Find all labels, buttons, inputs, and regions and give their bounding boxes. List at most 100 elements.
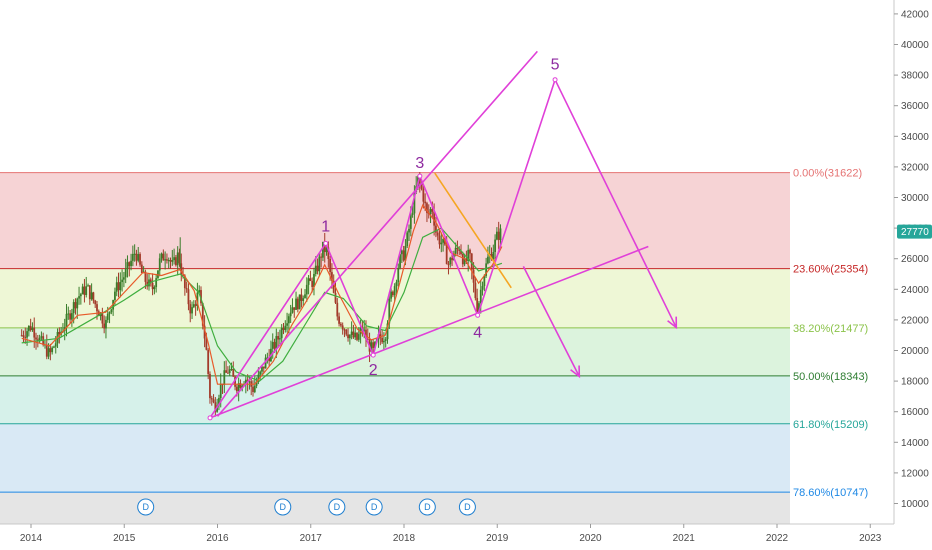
candle-body <box>271 341 274 349</box>
candle-body <box>115 282 118 292</box>
candle-body <box>33 327 36 338</box>
time-tick-label: 2015 <box>113 533 136 544</box>
candle-body <box>469 249 471 254</box>
candle-body <box>257 374 260 382</box>
candle-body <box>176 252 179 266</box>
dividend-marker-1[interactable] <box>274 498 292 516</box>
bear-arrow-line[interactable] <box>522 265 581 377</box>
candle-body <box>200 290 202 304</box>
dividend-marker-5[interactable] <box>458 498 476 516</box>
candle-body <box>241 385 244 388</box>
candle-body <box>164 259 167 261</box>
fib-band-2 <box>0 327 790 376</box>
candle-body <box>124 268 127 278</box>
candle-body <box>379 334 382 338</box>
wave-point-0 <box>207 415 213 421</box>
candle-body <box>329 258 332 273</box>
fib-label-3: 50.00%(18343) <box>793 371 868 383</box>
wave-path[interactable] <box>209 79 556 419</box>
candle-body <box>397 267 400 283</box>
candle-body <box>454 247 457 254</box>
candle-body <box>447 264 450 266</box>
dividend-marker-label: D <box>371 502 378 512</box>
candle-body <box>51 347 54 353</box>
candle-body <box>277 336 280 340</box>
lower-trendline[interactable] <box>209 245 649 419</box>
candle-body <box>497 231 500 240</box>
candle-body <box>149 279 152 283</box>
candle-body <box>178 252 181 264</box>
candle-body <box>374 342 376 348</box>
candle-body <box>160 253 163 259</box>
candle-body <box>40 336 43 338</box>
fib-label-1: 23.60%(25354) <box>793 264 868 276</box>
candle-body <box>45 344 48 357</box>
price-tick-label: 14000 <box>901 438 929 449</box>
dividend-marker-label: D <box>424 502 431 512</box>
candle-body <box>174 257 177 266</box>
candle-body <box>106 313 109 320</box>
candle-body <box>381 337 384 343</box>
time-axis[interactable]: 2014 2015 2016 2017 2018 2019 2020 2021 2022 2023 <box>0 523 894 544</box>
price-axis[interactable]: 10000 12000 14000 16000 18000 20000 22000 24000… <box>790 0 932 550</box>
candle-body <box>205 338 208 350</box>
candle-body <box>94 300 97 305</box>
candle-body <box>424 201 427 204</box>
candle-body <box>273 341 276 349</box>
candle-body <box>166 259 168 261</box>
candle-body <box>214 402 217 412</box>
price-tick-label: 30000 <box>901 193 929 204</box>
candle-body <box>252 386 254 392</box>
candle-body <box>365 329 367 340</box>
projection-down-line[interactable] <box>554 79 678 328</box>
candle-body <box>279 338 281 340</box>
fib-label-0: 0.00%(31622) <box>793 168 862 180</box>
candle-body <box>463 258 466 265</box>
fib-band-3 <box>0 375 790 424</box>
candle-body <box>153 287 156 290</box>
candle-body <box>117 282 120 291</box>
candle-body <box>404 245 407 261</box>
candle-body <box>209 373 211 399</box>
candle-body <box>131 253 134 261</box>
time-tick-label: 2017 <box>300 533 323 544</box>
candle-body <box>304 294 306 299</box>
candle-body <box>227 372 229 374</box>
candle-body <box>78 296 80 299</box>
candle-body <box>162 253 165 261</box>
price-tick-label: 26000 <box>901 254 929 265</box>
candle-body <box>458 248 461 251</box>
dividend-marker-label: D <box>280 502 287 512</box>
price-tick-label: 22000 <box>901 315 929 326</box>
candle-body <box>429 209 432 215</box>
time-tick-label: 2021 <box>673 533 696 544</box>
candle-body <box>38 337 41 342</box>
wave-point-3 <box>417 173 423 179</box>
last-price-badge <box>897 224 932 239</box>
wave-label-4: 4 <box>473 324 482 341</box>
candle-body <box>472 269 475 283</box>
candle-body <box>22 335 25 337</box>
candle-body <box>264 357 267 369</box>
upper-trendline[interactable] <box>216 50 538 417</box>
candle-body <box>314 265 317 274</box>
candle-body <box>194 304 197 306</box>
wave-drawings[interactable]: 1 2 3 4 5 <box>207 50 678 421</box>
dividend-marker-4[interactable] <box>418 498 436 516</box>
dividend-marker-0[interactable] <box>137 498 155 516</box>
candle-body <box>302 298 305 301</box>
wave-point-2 <box>370 352 376 358</box>
candle-body <box>345 329 348 335</box>
candle-body <box>103 323 106 329</box>
price-tick-label: 34000 <box>901 132 929 143</box>
time-tick-label: 2014 <box>20 533 43 544</box>
candle-body <box>228 369 231 373</box>
orange-trendline[interactable] <box>434 172 512 289</box>
candle-body <box>81 286 84 295</box>
wave-label-2: 2 <box>369 362 378 379</box>
dividend-marker-2[interactable] <box>328 498 346 516</box>
dividend-marker-3[interactable] <box>365 498 383 516</box>
candle-body <box>185 288 188 290</box>
